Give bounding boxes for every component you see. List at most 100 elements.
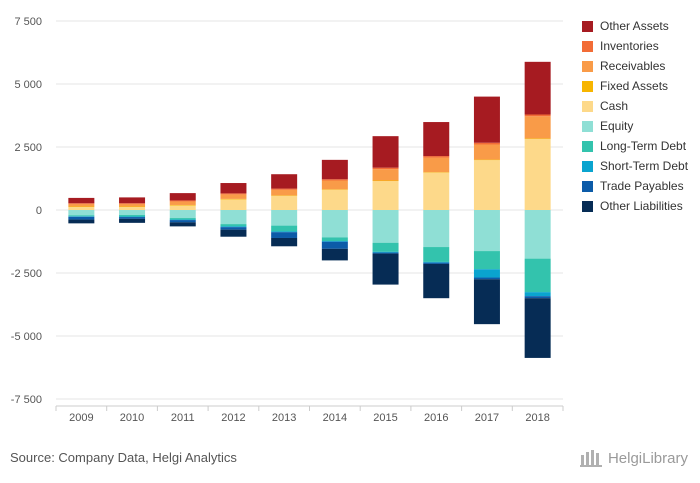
bar-segment bbox=[271, 188, 298, 190]
bar-segment bbox=[524, 210, 551, 259]
bar-segment bbox=[372, 210, 399, 243]
x-tick-label: 2015 bbox=[373, 412, 397, 424]
bar-segment bbox=[68, 206, 95, 207]
x-tick-label: 2013 bbox=[272, 412, 296, 424]
bar-segment bbox=[68, 216, 95, 220]
source-note: Source: Company Data, Helgi Analytics bbox=[10, 450, 237, 465]
legend-item[interactable]: Trade Payables bbox=[582, 176, 688, 196]
bar-segment bbox=[220, 193, 247, 195]
bar-segment bbox=[68, 216, 95, 217]
y-tick-label: -7 500 bbox=[11, 394, 42, 406]
bar-segment bbox=[119, 203, 146, 204]
bar-segment bbox=[119, 217, 146, 219]
bar-segment bbox=[473, 269, 500, 278]
bar-segment bbox=[423, 247, 450, 262]
legend-item[interactable]: Inventories bbox=[582, 36, 688, 56]
legend-label: Other Assets bbox=[600, 19, 669, 33]
legend-label: Inventories bbox=[600, 39, 659, 53]
legend-item[interactable]: Fixed Assets bbox=[582, 76, 688, 96]
legend-label: Equity bbox=[600, 119, 634, 133]
legend-swatch bbox=[582, 80, 593, 92]
bar-segment bbox=[372, 136, 399, 168]
bar-segment bbox=[473, 279, 500, 325]
bar-segment bbox=[473, 159, 500, 161]
legend-swatch bbox=[582, 100, 593, 112]
legend-swatch bbox=[582, 140, 593, 152]
bar-segment bbox=[372, 167, 399, 170]
bar-segment bbox=[473, 210, 500, 252]
bar-segment bbox=[473, 251, 500, 270]
bar-segment bbox=[524, 292, 551, 297]
bar-segment bbox=[321, 180, 348, 190]
bar-segment bbox=[271, 174, 298, 189]
legend-label: Long-Term Debt bbox=[600, 139, 687, 153]
bar-segment bbox=[220, 229, 247, 237]
legend-swatch bbox=[582, 60, 593, 72]
bar-segment bbox=[524, 116, 551, 139]
brand-logo: HelgiLibrary bbox=[579, 449, 688, 467]
bar-segment bbox=[372, 251, 399, 253]
bar-segment bbox=[524, 138, 551, 139]
legend-label: Short-Term Debt bbox=[600, 159, 689, 173]
legend-item[interactable]: Short-Term Debt bbox=[582, 156, 688, 176]
legend-label: Fixed Assets bbox=[600, 79, 669, 93]
bar-segment bbox=[271, 195, 298, 210]
bar-segment bbox=[321, 159, 348, 180]
bar-segment bbox=[220, 224, 247, 227]
bar-segment bbox=[423, 172, 450, 173]
bar-segment bbox=[169, 205, 196, 210]
bar-segment bbox=[169, 201, 196, 205]
bar-segment bbox=[423, 156, 450, 158]
bar-segment bbox=[220, 227, 247, 230]
bar-segment bbox=[119, 210, 146, 216]
bar-segment bbox=[271, 232, 298, 238]
y-tick-label: -2 500 bbox=[11, 268, 42, 280]
bar-segment bbox=[271, 189, 298, 196]
legend-item[interactable]: Long-Term Debt bbox=[582, 136, 688, 156]
bar-segment bbox=[68, 210, 95, 216]
bar-segment bbox=[473, 142, 500, 145]
bar-segment bbox=[169, 219, 196, 221]
legend-label: Receivables bbox=[600, 59, 666, 73]
bar-segment bbox=[220, 210, 247, 225]
bar-segment bbox=[321, 241, 348, 249]
brand-name: HelgiLibrary bbox=[607, 449, 688, 467]
bar-segment bbox=[372, 252, 399, 254]
bar-segment bbox=[524, 138, 551, 210]
bar-segment bbox=[169, 200, 196, 202]
y-tick-label: 7 500 bbox=[14, 16, 42, 28]
x-tick-label: 2014 bbox=[323, 412, 347, 424]
legend: Other Assets Inventories Receivables Fixed … bbox=[582, 16, 688, 216]
bar-segment bbox=[473, 96, 500, 143]
bar-segment bbox=[524, 298, 551, 358]
bar-segment bbox=[119, 218, 146, 223]
bar-segment bbox=[423, 122, 450, 157]
bar-segment bbox=[423, 210, 450, 248]
bar-segment bbox=[220, 199, 247, 210]
library-icon bbox=[579, 450, 602, 467]
bar-segment bbox=[271, 231, 298, 233]
legend-label: Other Liabilities bbox=[600, 199, 683, 213]
y-tick-label: 2 500 bbox=[14, 142, 42, 154]
bar-segment bbox=[423, 261, 450, 263]
bar-segment bbox=[473, 277, 500, 280]
x-tick-label: 2012 bbox=[221, 412, 245, 424]
bar-segment bbox=[321, 179, 348, 181]
x-tick-label: 2017 bbox=[475, 412, 499, 424]
legend-item[interactable]: Other Liabilities bbox=[582, 196, 688, 216]
legend-item[interactable]: Equity bbox=[582, 116, 688, 136]
legend-item[interactable]: Cash bbox=[582, 96, 688, 116]
bar-segment bbox=[321, 189, 348, 190]
legend-swatch bbox=[582, 120, 593, 132]
bar-segment bbox=[68, 203, 95, 204]
y-axis-tick-labels: 7 500 5 000 2 500 0 -2 500 -5 000 -7 500 bbox=[11, 16, 42, 406]
legend-item[interactable]: Receivables bbox=[582, 56, 688, 76]
legend-item[interactable]: Other Assets bbox=[582, 16, 688, 36]
bar-segment bbox=[169, 218, 196, 220]
x-tick-label: 2011 bbox=[171, 412, 195, 424]
bar-segment bbox=[321, 210, 348, 238]
bar-segment bbox=[372, 169, 399, 181]
bar-segment bbox=[372, 242, 399, 252]
bar-segment bbox=[423, 262, 450, 264]
